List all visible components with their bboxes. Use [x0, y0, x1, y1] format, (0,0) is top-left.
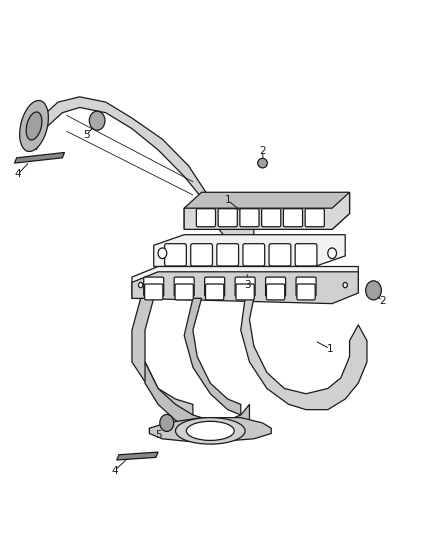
- FancyBboxPatch shape: [235, 277, 255, 296]
- Text: 5: 5: [155, 430, 161, 440]
- FancyBboxPatch shape: [297, 284, 315, 300]
- FancyBboxPatch shape: [265, 277, 286, 296]
- FancyBboxPatch shape: [296, 277, 316, 296]
- FancyBboxPatch shape: [217, 244, 239, 266]
- Text: 2: 2: [259, 146, 266, 156]
- Polygon shape: [14, 152, 64, 163]
- Ellipse shape: [160, 415, 174, 431]
- FancyBboxPatch shape: [165, 244, 186, 266]
- FancyBboxPatch shape: [175, 284, 193, 300]
- Ellipse shape: [158, 248, 167, 259]
- FancyBboxPatch shape: [269, 244, 291, 266]
- FancyBboxPatch shape: [196, 209, 215, 227]
- Text: 5: 5: [83, 130, 89, 140]
- Polygon shape: [117, 452, 158, 460]
- Polygon shape: [145, 362, 250, 436]
- Polygon shape: [184, 192, 350, 229]
- Text: 4: 4: [111, 466, 118, 475]
- FancyBboxPatch shape: [144, 277, 164, 296]
- Polygon shape: [154, 235, 345, 266]
- Polygon shape: [149, 418, 271, 441]
- Ellipse shape: [89, 111, 105, 130]
- Text: 2: 2: [379, 296, 385, 306]
- FancyBboxPatch shape: [261, 209, 281, 227]
- Ellipse shape: [186, 421, 234, 440]
- Polygon shape: [184, 298, 241, 415]
- Ellipse shape: [343, 282, 347, 288]
- FancyBboxPatch shape: [174, 277, 194, 296]
- Text: 1: 1: [327, 344, 333, 354]
- Polygon shape: [132, 272, 358, 304]
- FancyBboxPatch shape: [295, 244, 317, 266]
- Polygon shape: [132, 266, 358, 298]
- Text: 1: 1: [224, 195, 231, 205]
- FancyBboxPatch shape: [145, 284, 163, 300]
- Polygon shape: [32, 97, 254, 245]
- FancyBboxPatch shape: [240, 209, 259, 227]
- Ellipse shape: [26, 112, 42, 140]
- Polygon shape: [184, 192, 350, 229]
- Ellipse shape: [328, 248, 336, 259]
- Ellipse shape: [366, 281, 381, 300]
- FancyBboxPatch shape: [266, 284, 285, 300]
- FancyBboxPatch shape: [205, 284, 224, 300]
- Text: 3: 3: [244, 280, 251, 290]
- FancyBboxPatch shape: [205, 277, 225, 296]
- Ellipse shape: [258, 158, 267, 168]
- FancyBboxPatch shape: [191, 244, 212, 266]
- FancyBboxPatch shape: [218, 209, 237, 227]
- Ellipse shape: [20, 101, 48, 151]
- Ellipse shape: [176, 418, 245, 444]
- Polygon shape: [241, 298, 367, 410]
- FancyBboxPatch shape: [236, 284, 254, 300]
- Polygon shape: [132, 298, 193, 415]
- FancyBboxPatch shape: [243, 244, 265, 266]
- FancyBboxPatch shape: [305, 209, 324, 227]
- Text: 4: 4: [14, 169, 21, 179]
- Ellipse shape: [138, 282, 143, 288]
- FancyBboxPatch shape: [283, 209, 303, 227]
